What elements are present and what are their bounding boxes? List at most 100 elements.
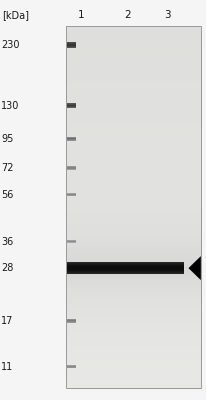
Bar bbox=[66, 89, 201, 92]
Bar bbox=[67, 262, 184, 263]
Bar bbox=[67, 103, 76, 104]
Bar bbox=[66, 119, 201, 122]
Bar bbox=[66, 29, 201, 32]
Bar bbox=[66, 161, 201, 165]
Bar bbox=[67, 272, 184, 273]
Bar bbox=[67, 137, 76, 138]
Bar bbox=[66, 270, 201, 273]
Bar bbox=[66, 318, 201, 322]
Bar bbox=[67, 47, 76, 48]
Bar bbox=[66, 134, 201, 138]
Bar bbox=[67, 267, 76, 268]
Bar bbox=[66, 174, 201, 177]
Bar bbox=[66, 65, 201, 68]
Bar bbox=[66, 364, 201, 367]
Bar bbox=[66, 176, 201, 180]
Bar bbox=[67, 106, 76, 107]
Bar bbox=[67, 273, 184, 274]
Bar bbox=[67, 195, 76, 196]
Bar bbox=[66, 312, 201, 316]
Bar bbox=[66, 86, 201, 89]
Bar bbox=[66, 158, 201, 162]
Bar bbox=[67, 140, 76, 141]
Bar bbox=[67, 269, 76, 270]
Bar bbox=[67, 272, 184, 273]
Bar bbox=[67, 321, 76, 322]
Bar bbox=[66, 59, 201, 62]
Bar bbox=[67, 268, 184, 269]
Bar bbox=[66, 264, 201, 267]
Bar bbox=[67, 366, 76, 367]
Bar bbox=[66, 204, 201, 207]
Bar bbox=[66, 80, 201, 83]
Bar bbox=[66, 216, 201, 219]
Bar bbox=[66, 336, 201, 340]
Bar bbox=[66, 327, 201, 331]
Bar bbox=[66, 98, 201, 102]
Bar bbox=[66, 378, 201, 382]
Bar bbox=[66, 219, 201, 222]
Bar bbox=[66, 213, 201, 216]
Bar bbox=[66, 155, 201, 159]
Bar bbox=[67, 193, 76, 194]
Bar bbox=[66, 83, 201, 86]
Bar bbox=[67, 166, 76, 167]
Bar bbox=[66, 261, 201, 264]
Text: 1: 1 bbox=[78, 10, 85, 20]
Bar bbox=[67, 265, 184, 266]
Polygon shape bbox=[188, 256, 201, 280]
Bar bbox=[66, 282, 201, 286]
Bar bbox=[66, 303, 201, 306]
Bar bbox=[67, 268, 76, 269]
Text: 2: 2 bbox=[124, 10, 131, 20]
Bar bbox=[66, 146, 201, 150]
Bar bbox=[67, 271, 184, 272]
Bar bbox=[67, 266, 184, 267]
Bar bbox=[66, 44, 201, 47]
Bar bbox=[66, 246, 201, 249]
Bar bbox=[67, 107, 76, 108]
Bar bbox=[66, 56, 201, 59]
Bar bbox=[67, 263, 184, 264]
Bar bbox=[67, 262, 184, 263]
Bar bbox=[66, 252, 201, 255]
Bar bbox=[66, 182, 201, 186]
Bar bbox=[66, 276, 201, 279]
Bar bbox=[66, 149, 201, 153]
Text: 17: 17 bbox=[1, 316, 13, 326]
Bar bbox=[67, 267, 76, 268]
Bar bbox=[66, 198, 201, 201]
Bar bbox=[66, 222, 201, 225]
Bar bbox=[66, 164, 201, 168]
Bar bbox=[67, 241, 76, 242]
Text: 11: 11 bbox=[1, 362, 13, 372]
Bar bbox=[66, 285, 201, 288]
Bar bbox=[67, 273, 184, 274]
Bar bbox=[66, 228, 201, 231]
Bar bbox=[66, 240, 201, 243]
Bar bbox=[66, 167, 201, 171]
Bar bbox=[66, 170, 201, 174]
Bar bbox=[66, 122, 201, 126]
Bar bbox=[66, 273, 201, 276]
Bar bbox=[66, 370, 201, 373]
Bar bbox=[66, 342, 201, 346]
Text: 72: 72 bbox=[1, 163, 14, 173]
Bar bbox=[66, 354, 201, 358]
Bar bbox=[67, 167, 76, 168]
Bar bbox=[67, 269, 184, 270]
Bar bbox=[67, 271, 184, 272]
Bar bbox=[66, 352, 201, 355]
Bar bbox=[66, 194, 201, 198]
Bar bbox=[66, 345, 201, 349]
Bar bbox=[67, 104, 76, 105]
Bar bbox=[66, 360, 201, 364]
Bar bbox=[66, 140, 201, 144]
Text: 130: 130 bbox=[1, 101, 19, 111]
Bar bbox=[66, 243, 201, 246]
Bar bbox=[66, 225, 201, 228]
Bar bbox=[66, 50, 201, 53]
Bar bbox=[66, 32, 201, 35]
Bar bbox=[67, 46, 76, 47]
Bar bbox=[67, 267, 184, 268]
